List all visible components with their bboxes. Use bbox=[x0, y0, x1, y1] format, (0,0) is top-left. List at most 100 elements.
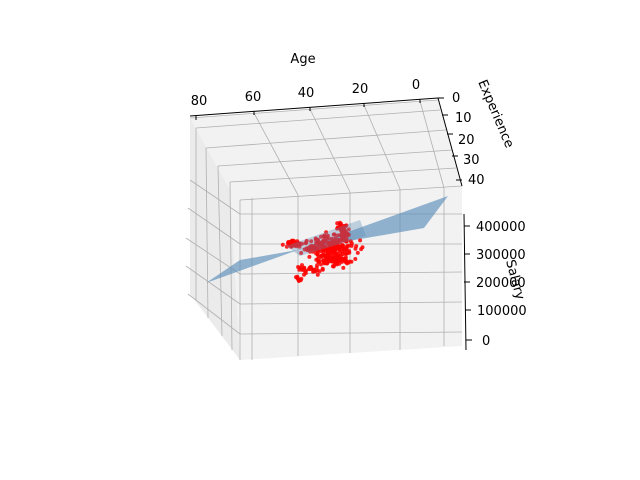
scatter-point bbox=[319, 255, 324, 260]
grid-line bbox=[195, 109, 441, 129]
y-axis-label: Experience bbox=[474, 78, 516, 151]
grid-line bbox=[187, 207, 241, 245]
grid-line bbox=[419, 100, 445, 189]
scatter-point bbox=[299, 251, 304, 255]
x-tick-label: 40 bbox=[298, 86, 315, 101]
grid-line bbox=[239, 185, 463, 201]
grid-line bbox=[309, 108, 351, 193]
scatter-point bbox=[316, 248, 321, 253]
y-tick-label: 0 bbox=[452, 91, 460, 106]
x-tick-label: 60 bbox=[245, 90, 262, 105]
scatter-point bbox=[334, 251, 339, 256]
pane-back bbox=[190, 100, 462, 360]
scatter-point bbox=[303, 271, 308, 276]
grid-line bbox=[189, 179, 241, 215]
x-axis-line bbox=[189, 97, 439, 117]
chart-panes bbox=[190, 100, 462, 360]
grid-line bbox=[217, 149, 453, 167]
scatter-point bbox=[298, 278, 303, 283]
scatter-point bbox=[329, 236, 334, 241]
scatter-point bbox=[316, 259, 321, 264]
grid-line bbox=[229, 167, 457, 183]
scatter-point bbox=[320, 246, 325, 251]
z-tick-label: 100000 bbox=[477, 304, 527, 319]
scatter-point bbox=[336, 258, 341, 263]
scatter-point bbox=[333, 247, 338, 252]
scatter-point bbox=[315, 238, 320, 243]
scatter-points bbox=[280, 220, 366, 283]
z-tick-label: 300000 bbox=[476, 248, 526, 263]
grid-line bbox=[253, 112, 299, 196]
scatter-point bbox=[311, 247, 315, 252]
scatter-point bbox=[302, 247, 307, 252]
scatter-point bbox=[342, 257, 347, 262]
grid-line bbox=[189, 99, 439, 119]
scatter-point bbox=[331, 264, 336, 269]
scatter-point bbox=[297, 242, 302, 247]
x-axis-label: Age bbox=[290, 52, 315, 67]
scatter-point bbox=[325, 236, 330, 241]
scatter-point bbox=[326, 255, 331, 260]
scatter-point bbox=[314, 251, 319, 256]
scatter-point bbox=[318, 262, 323, 267]
scatter-point bbox=[324, 230, 329, 235]
scatter-point bbox=[306, 267, 311, 272]
scatter-point bbox=[290, 242, 294, 246]
z-tick-label: 200000 bbox=[476, 276, 526, 291]
scatter-point bbox=[331, 232, 336, 237]
tick-labels: 80 60 40 20 0 0 10 20 30 40 400000 30000… bbox=[191, 78, 527, 349]
scatter-point bbox=[331, 244, 335, 249]
grid-line bbox=[363, 104, 401, 190]
grid-line bbox=[217, 165, 223, 337]
scatter-point bbox=[336, 244, 341, 249]
scatter-point bbox=[320, 267, 325, 272]
scatter-point bbox=[307, 254, 312, 259]
scatter-point bbox=[354, 244, 359, 249]
grid-line bbox=[229, 181, 233, 351]
regression-plane-front bbox=[286, 220, 366, 256]
scatter-point bbox=[304, 238, 309, 243]
scatter-point bbox=[290, 238, 295, 243]
scatter-point bbox=[343, 229, 348, 234]
scatter-point bbox=[333, 236, 337, 241]
scatter-point bbox=[321, 238, 326, 243]
scatter-point bbox=[325, 233, 330, 238]
scatter-point bbox=[315, 272, 320, 277]
y-tick-label: 30 bbox=[463, 153, 480, 168]
scatter-point bbox=[341, 223, 345, 228]
scatter-point bbox=[330, 239, 335, 244]
scatter-point bbox=[355, 250, 360, 255]
scatter-point bbox=[330, 251, 335, 256]
scatter-point bbox=[341, 246, 346, 251]
scatter-point bbox=[306, 248, 311, 252]
grid-line bbox=[205, 147, 209, 319]
y-tick-label: 40 bbox=[468, 173, 485, 188]
tick-marks bbox=[195, 97, 472, 341]
grid-line bbox=[239, 301, 463, 305]
pane-left bbox=[190, 118, 240, 360]
scatter-point bbox=[280, 242, 285, 247]
x-tick-label: 0 bbox=[412, 78, 420, 93]
scatter-point bbox=[340, 238, 345, 243]
z-tick-label: 400000 bbox=[476, 220, 526, 235]
scatter-point bbox=[347, 259, 352, 264]
scatter-point bbox=[295, 239, 300, 244]
x-tick-label: 20 bbox=[352, 82, 369, 97]
scatter-point bbox=[359, 247, 364, 252]
scatter-point bbox=[342, 250, 347, 255]
scatter-point bbox=[336, 237, 340, 242]
y-tick-label: 20 bbox=[458, 133, 475, 148]
scatter-point bbox=[336, 254, 341, 259]
x-tick-label: 80 bbox=[191, 94, 208, 109]
grid-line bbox=[239, 271, 463, 275]
scatter-point bbox=[300, 267, 305, 272]
y-axis-line bbox=[437, 97, 463, 187]
y-tick-label: 10 bbox=[455, 111, 472, 126]
scatter-point bbox=[337, 226, 342, 231]
scatter-point bbox=[341, 265, 346, 270]
grid-line bbox=[205, 129, 447, 149]
scatter-point bbox=[309, 239, 314, 244]
scatter-point bbox=[346, 227, 351, 232]
scatter-point bbox=[294, 275, 298, 280]
